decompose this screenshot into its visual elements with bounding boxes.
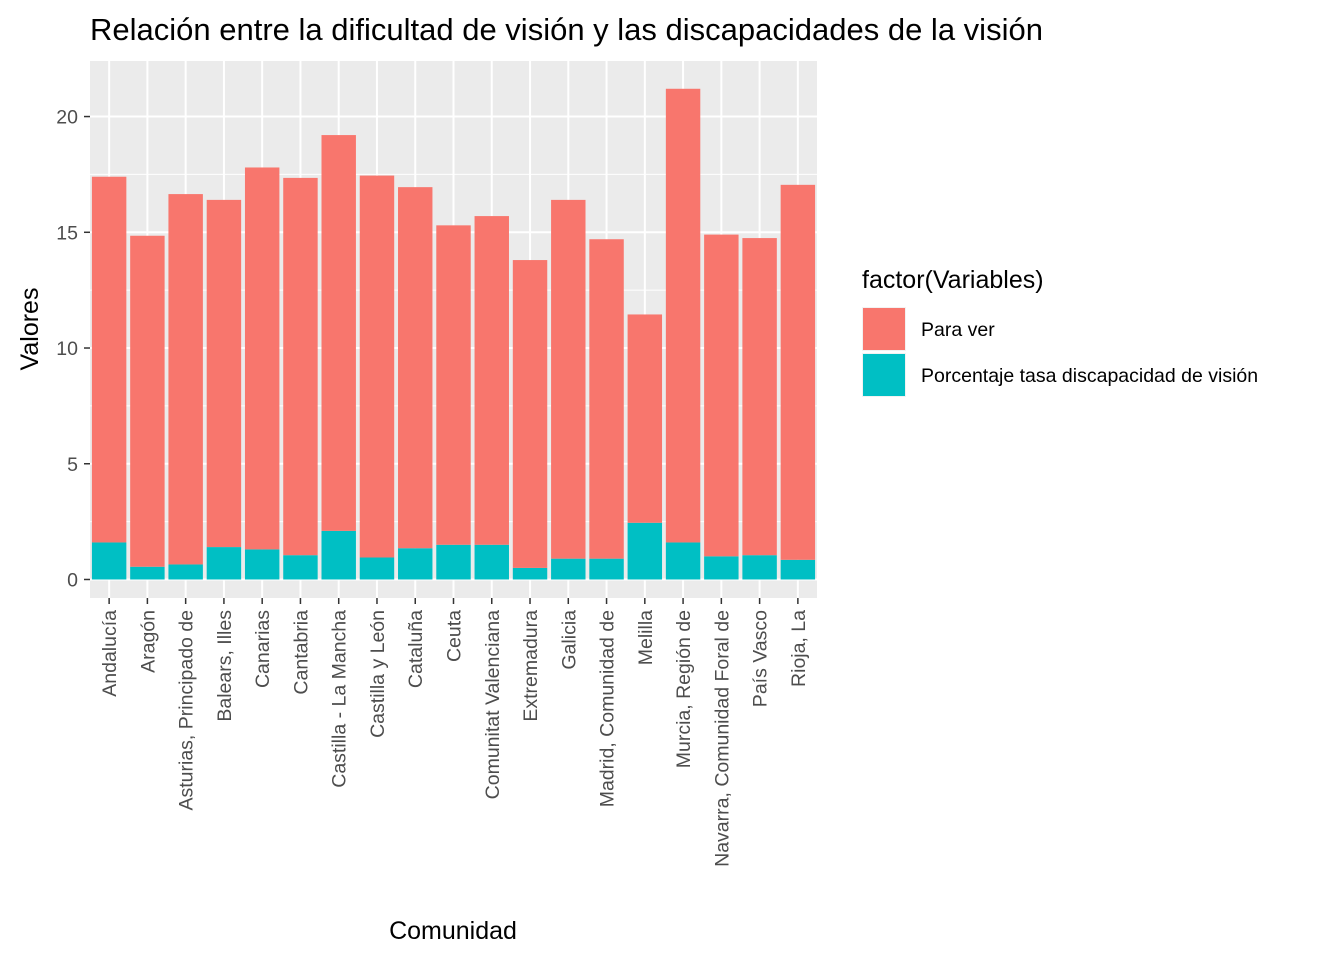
bar-porcentaje-discapacidad-13 xyxy=(589,558,624,580)
bar-porcentaje-discapacidad-2 xyxy=(168,564,203,580)
x-tick-label: Balears, Illes xyxy=(214,610,236,722)
y-axis: 0 5 10 15 20 xyxy=(56,107,90,591)
bar-para-ver-17 xyxy=(742,238,777,556)
x-tick-label: Madrid, Comunidad de xyxy=(597,610,619,807)
x-axis: Andalucía Aragón Asturias, Principado de Ba… xyxy=(99,598,810,867)
legend-label: Porcentaje tasa discapacidad de visión xyxy=(921,365,1258,387)
y-tick-label: 5 xyxy=(67,454,78,476)
bar-porcentaje-discapacidad-17 xyxy=(742,555,777,580)
chart-title: Relación entre la dificultad de visión y… xyxy=(90,12,1043,47)
legend-swatch xyxy=(863,308,905,350)
x-tick-label: Cataluña xyxy=(405,610,427,688)
x-tick-label: Canarias xyxy=(252,610,274,688)
x-tick-label: Extremadura xyxy=(520,610,542,722)
bar-porcentaje-discapacidad-0 xyxy=(91,542,127,580)
x-tick-label: Castilla y León xyxy=(367,610,389,738)
bars xyxy=(91,88,816,580)
bar-porcentaje-discapacidad-11 xyxy=(512,567,548,580)
bar-porcentaje-discapacidad-3 xyxy=(206,547,242,580)
bar-para-ver-3 xyxy=(206,199,242,548)
bar-para-ver-2 xyxy=(168,194,203,565)
bar-para-ver-6 xyxy=(321,135,356,531)
y-tick-label: 10 xyxy=(56,338,78,360)
bar-para-ver-4 xyxy=(244,167,280,550)
legend: factor(Variables) Para ver Porcentaje tas… xyxy=(862,266,1258,397)
y-tick-label: 0 xyxy=(67,569,78,591)
bar-porcentaje-discapacidad-12 xyxy=(551,558,586,580)
bar-porcentaje-discapacidad-14 xyxy=(627,522,663,580)
bar-porcentaje-discapacidad-8 xyxy=(398,548,433,580)
bar-para-ver-1 xyxy=(130,235,165,567)
legend-label: Para ver xyxy=(921,319,995,341)
x-tick-label: Cantabria xyxy=(290,610,312,695)
x-tick-label: Murcia, Región de xyxy=(673,610,695,768)
x-tick-label: Ceuta xyxy=(444,610,466,662)
x-tick-label: Aragón xyxy=(137,610,159,673)
x-tick-label: Asturias, Principado de xyxy=(176,610,198,811)
x-tick-label: Rioja, La xyxy=(788,610,810,687)
legend-swatch xyxy=(863,354,905,396)
bar-para-ver-14 xyxy=(627,314,663,523)
bar-para-ver-13 xyxy=(589,239,624,559)
bar-porcentaje-discapacidad-15 xyxy=(665,542,701,580)
bar-para-ver-16 xyxy=(704,234,739,557)
bar-porcentaje-discapacidad-7 xyxy=(359,557,395,580)
x-tick-label: País Vasco xyxy=(750,610,772,707)
bar-para-ver-10 xyxy=(474,216,509,545)
bar-porcentaje-discapacidad-5 xyxy=(283,555,318,580)
y-tick-label: 20 xyxy=(56,107,78,129)
bar-porcentaje-discapacidad-18 xyxy=(780,559,816,580)
x-tick-label: Melilla xyxy=(635,610,657,665)
x-tick-label: Comunitat Valenciana xyxy=(482,610,504,799)
x-tick-label: Castilla - La Mancha xyxy=(329,610,351,788)
bar-para-ver-8 xyxy=(398,187,433,549)
bar-porcentaje-discapacidad-6 xyxy=(321,530,356,580)
bar-para-ver-11 xyxy=(512,260,548,568)
bar-para-ver-18 xyxy=(780,184,816,560)
bar-porcentaje-discapacidad-1 xyxy=(130,566,165,580)
y-tick-label: 15 xyxy=(56,222,78,244)
x-tick-label: Andalucía xyxy=(99,610,121,697)
bar-porcentaje-discapacidad-16 xyxy=(704,556,739,580)
bar-para-ver-0 xyxy=(91,176,127,543)
bar-para-ver-5 xyxy=(283,177,318,556)
x-axis-title: Comunidad xyxy=(389,917,517,945)
bar-para-ver-9 xyxy=(436,225,471,545)
y-axis-title: Valores xyxy=(16,288,44,371)
bar-porcentaje-discapacidad-10 xyxy=(474,544,509,580)
bar-para-ver-7 xyxy=(359,175,395,558)
bar-porcentaje-discapacidad-9 xyxy=(436,544,471,580)
x-tick-label: Navarra, Comunidad Foral de xyxy=(711,610,733,867)
bar-para-ver-15 xyxy=(665,88,701,543)
legend-title: factor(Variables) xyxy=(862,266,1044,294)
bar-porcentaje-discapacidad-4 xyxy=(244,549,280,580)
x-tick-label: Galicia xyxy=(558,610,580,670)
bar-para-ver-12 xyxy=(551,199,586,559)
